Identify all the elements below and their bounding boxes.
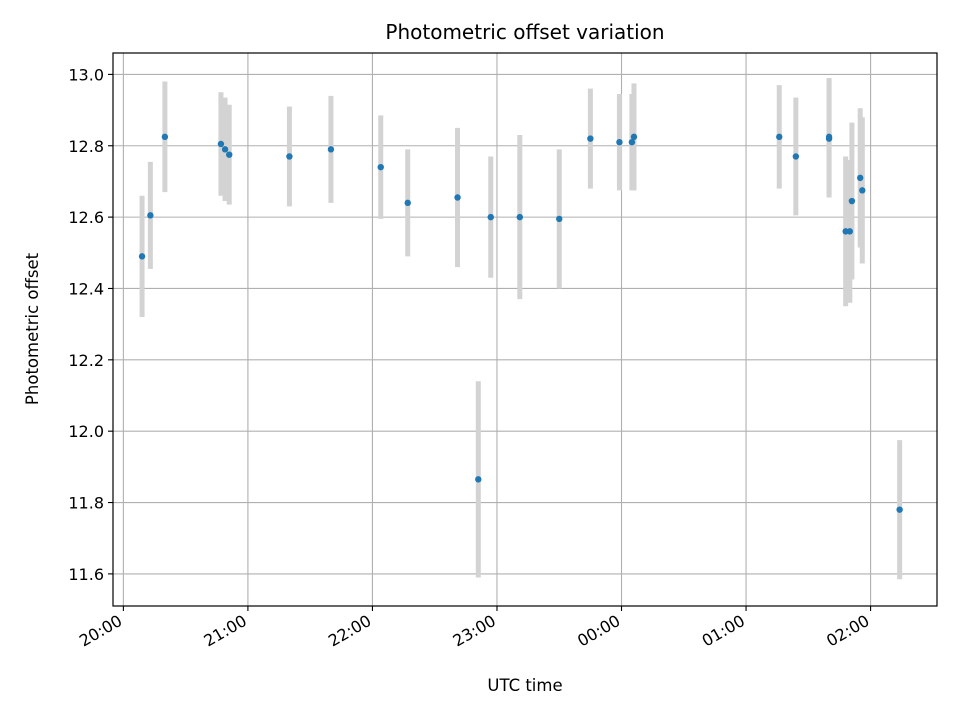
data-point xyxy=(404,199,411,207)
y-tick-label: 11.8 xyxy=(68,494,104,513)
data-point xyxy=(616,138,623,146)
data-point xyxy=(327,146,335,153)
data-point xyxy=(286,153,293,160)
y-tick-label: 12.6 xyxy=(68,208,104,227)
y-tick-label: 11.6 xyxy=(68,565,104,584)
data-point xyxy=(846,228,854,235)
data-point xyxy=(857,174,864,182)
data-point xyxy=(221,146,229,153)
plot-area xyxy=(113,53,937,606)
data-point xyxy=(859,187,866,194)
data-point xyxy=(454,194,461,201)
data-point xyxy=(226,151,233,158)
data-point xyxy=(138,253,146,260)
data-point xyxy=(628,138,636,146)
data-point xyxy=(587,135,594,142)
data-point xyxy=(487,213,494,221)
data-point xyxy=(792,153,800,160)
y-axis-label: Photometric offset xyxy=(23,252,42,405)
data-point xyxy=(556,215,563,223)
y-tick-label: 12.4 xyxy=(68,279,104,298)
data-point xyxy=(377,163,384,171)
data-point xyxy=(475,476,482,483)
grid-lines xyxy=(113,53,937,606)
data-point xyxy=(516,213,524,221)
y-tick-label: 12.8 xyxy=(68,137,104,156)
data-point xyxy=(848,197,856,205)
y-tick-label: 12.0 xyxy=(68,422,104,441)
data-point xyxy=(776,133,783,141)
data-point xyxy=(147,212,154,219)
chart-title: Photometric offset variation xyxy=(385,20,664,44)
data-points xyxy=(138,133,903,513)
y-tick-label: 12.2 xyxy=(68,351,104,370)
y-tick-label: 13.0 xyxy=(68,65,104,84)
x-axis-label: UTC time xyxy=(487,676,562,695)
data-point xyxy=(630,133,638,141)
data-point xyxy=(217,140,225,148)
data-point xyxy=(896,506,903,513)
plot-frame xyxy=(112,52,938,607)
data-point xyxy=(825,133,833,141)
data-point xyxy=(161,133,169,141)
